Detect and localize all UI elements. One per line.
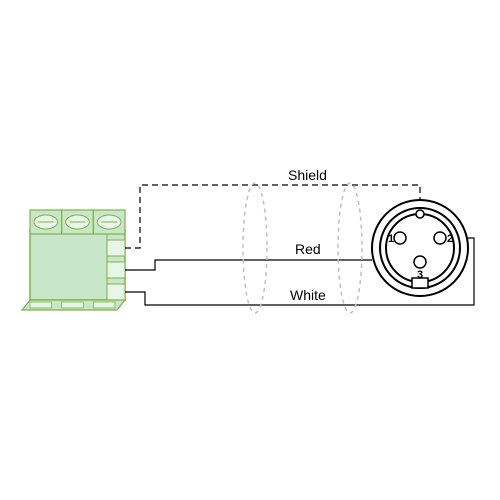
pin2 — [434, 232, 446, 244]
terminal-block — [22, 210, 125, 310]
wiring-diagram: Shield Red White 1 2 3 — [0, 0, 500, 500]
pin1 — [394, 232, 406, 244]
cable-ring-2 — [338, 183, 362, 313]
label-pin1: 1 — [388, 233, 394, 245]
label-white: White — [290, 287, 326, 303]
label-red: Red — [295, 241, 321, 257]
xlr-connector — [372, 200, 468, 296]
wire-red — [125, 260, 372, 270]
label-pin2: 2 — [447, 233, 453, 245]
cable-ring-1 — [243, 183, 267, 313]
label-shield: Shield — [288, 167, 327, 183]
label-pin3: 3 — [417, 269, 423, 281]
pin3 — [414, 256, 426, 268]
